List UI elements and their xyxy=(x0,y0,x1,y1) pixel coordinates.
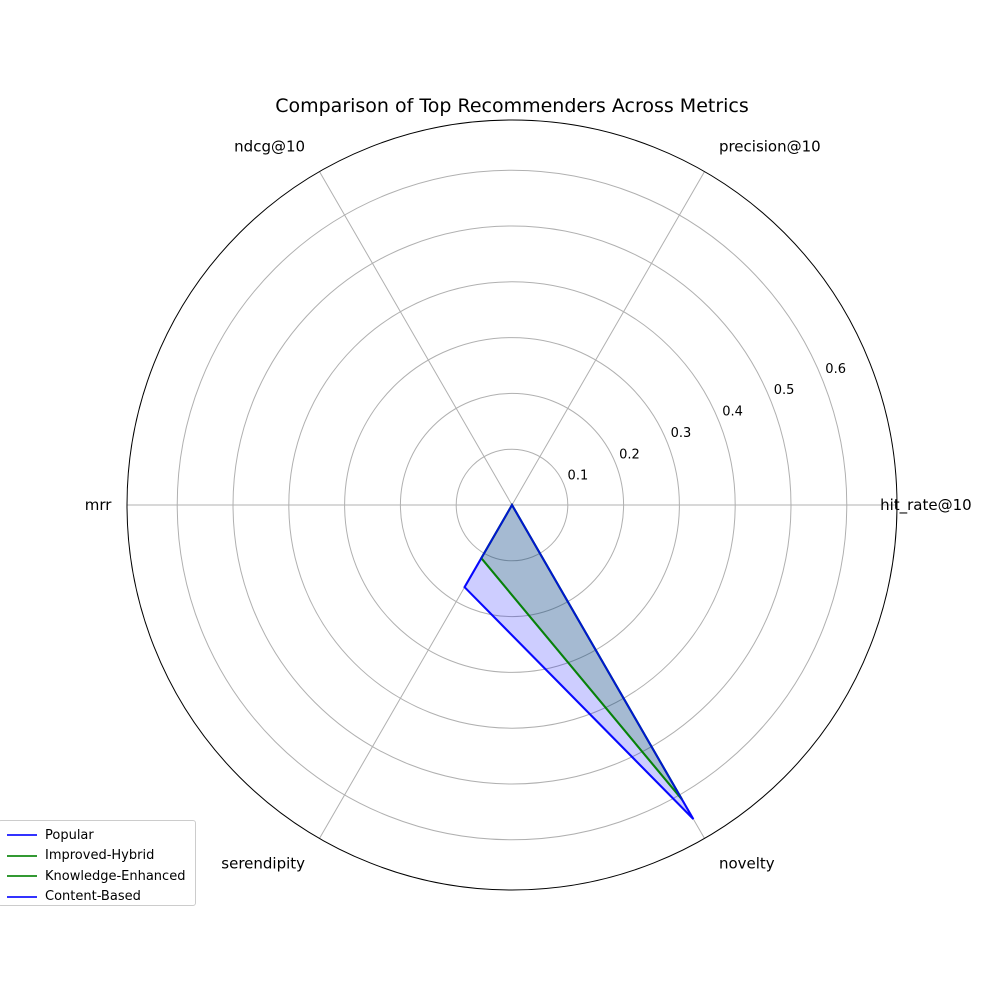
legend-label: Improved-Hybrid xyxy=(45,848,155,864)
axis-label: serendipity xyxy=(221,854,305,872)
legend-item: Popular xyxy=(0,825,195,846)
radar-series xyxy=(463,503,695,820)
grid-spoke xyxy=(511,171,705,506)
radial-tick-label: 0.2 xyxy=(619,447,640,462)
axis-label: hit_rate@10 xyxy=(880,496,972,515)
axis-label: precision@10 xyxy=(719,138,821,156)
chart-legend: Popular Improved-Hybrid Knowledge-Enhanced… xyxy=(0,820,196,906)
legend-swatch xyxy=(7,895,37,898)
radial-tick-label: 0.4 xyxy=(722,405,743,420)
legend-label: Knowledge-Enhanced xyxy=(45,868,186,884)
series-line xyxy=(463,503,695,820)
axis-label: ndcg@10 xyxy=(234,138,305,156)
series-fill xyxy=(464,505,694,820)
legend-label: Content-Based xyxy=(45,889,141,905)
legend-swatch xyxy=(7,834,37,837)
grid-spoke xyxy=(319,171,513,506)
radar-labels: 0.1 0.2 0.3 0.4 0.5 0.6 hit_rate@10 precision@1… xyxy=(85,138,972,873)
legend-swatch xyxy=(7,854,37,857)
axis-label: mrr xyxy=(85,496,113,514)
legend-item: Improved-Hybrid xyxy=(0,846,195,867)
legend-item: Knowledge-Enhanced xyxy=(0,866,195,887)
series-fill xyxy=(481,505,683,800)
axis-label: novelty xyxy=(719,854,775,872)
legend-item: Content-Based xyxy=(0,887,195,908)
legend-swatch xyxy=(7,875,37,878)
series-fill xyxy=(481,505,683,800)
chart-title: Comparison of Top Recommenders Across Me… xyxy=(275,95,749,117)
radial-tick-label: 0.5 xyxy=(774,383,795,398)
radial-tick-label: 0.1 xyxy=(568,469,589,484)
radial-tick-label: 0.3 xyxy=(671,426,692,441)
polar-frame xyxy=(126,119,898,891)
radial-tick-label: 0.6 xyxy=(825,362,846,377)
series-fill xyxy=(464,505,694,820)
legend-label: Popular xyxy=(45,827,94,843)
